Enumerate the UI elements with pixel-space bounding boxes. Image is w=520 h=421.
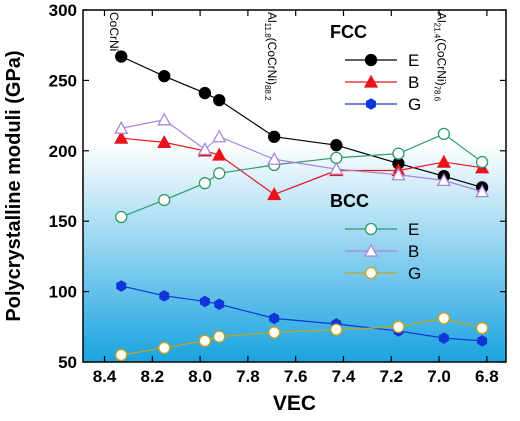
legend-marker bbox=[364, 266, 378, 280]
marker bbox=[437, 127, 451, 141]
x-axis-label: VEC bbox=[273, 392, 316, 415]
marker bbox=[267, 151, 282, 165]
marker bbox=[115, 50, 128, 63]
marker bbox=[329, 161, 344, 175]
marker bbox=[114, 130, 129, 144]
marker bbox=[436, 154, 451, 168]
legend-label: E bbox=[408, 51, 419, 70]
marker bbox=[213, 93, 226, 107]
legend-heading: FCC bbox=[330, 22, 367, 42]
legend-heading: BCC bbox=[330, 191, 369, 211]
marker bbox=[198, 334, 212, 348]
x-tick-label: 8.4 bbox=[93, 367, 117, 386]
x-tick-label: 7.4 bbox=[332, 367, 356, 386]
marker bbox=[212, 129, 227, 143]
marker bbox=[475, 155, 489, 169]
legend-marker bbox=[366, 98, 376, 110]
x-tick-label: 7.0 bbox=[427, 367, 451, 386]
y-tick-label: 200 bbox=[49, 142, 77, 161]
marker bbox=[268, 326, 281, 339]
annotation-part: Al bbox=[434, 12, 448, 23]
annotation-part: CoCrNi bbox=[107, 12, 121, 51]
marker bbox=[392, 147, 405, 160]
marker bbox=[198, 86, 212, 100]
legend-marker bbox=[363, 243, 379, 257]
marker bbox=[268, 130, 281, 143]
y-tick-label: 300 bbox=[49, 1, 77, 20]
y-axis-label: Polycrystalline moduli (GPa) bbox=[3, 50, 25, 321]
legend-marker bbox=[363, 74, 379, 88]
marker bbox=[475, 322, 489, 335]
x-tick-label: 7.2 bbox=[379, 367, 403, 386]
legend-label: G bbox=[408, 264, 421, 283]
marker bbox=[158, 341, 171, 355]
y-tick-label: 150 bbox=[49, 212, 77, 231]
annotation: Al21.4(CoCrNi)78.6 bbox=[432, 12, 448, 102]
marker bbox=[158, 193, 171, 207]
legend-label: B bbox=[408, 242, 419, 261]
marker bbox=[475, 184, 490, 198]
annotation-part: 21.4 bbox=[432, 23, 441, 39]
annotation-part: 11.8 bbox=[263, 23, 272, 39]
annotation-part: 88.2 bbox=[263, 85, 272, 101]
marker bbox=[199, 295, 210, 308]
annotation: Al11.8(CoCrNi)88.2 bbox=[263, 12, 279, 101]
marker bbox=[116, 280, 127, 292]
marker bbox=[477, 335, 488, 347]
x-tick-label: 6.8 bbox=[475, 367, 499, 386]
x-tick-label: 7.6 bbox=[284, 367, 308, 386]
marker bbox=[436, 173, 451, 187]
plot-frame bbox=[82, 9, 507, 363]
x-tick-label: 8.2 bbox=[140, 367, 164, 386]
marker bbox=[392, 320, 405, 333]
marker bbox=[267, 187, 282, 201]
marker bbox=[159, 290, 170, 302]
legend-label: G bbox=[408, 95, 421, 114]
y-tick-label: 50 bbox=[58, 353, 77, 372]
marker bbox=[391, 167, 406, 181]
marker bbox=[213, 330, 226, 343]
marker bbox=[114, 120, 129, 134]
legend-marker bbox=[364, 53, 378, 67]
marker bbox=[115, 348, 128, 362]
marker bbox=[157, 112, 172, 126]
marker bbox=[269, 312, 280, 325]
marker bbox=[330, 323, 343, 336]
legend-marker bbox=[364, 222, 378, 236]
marker bbox=[115, 210, 128, 224]
marker bbox=[197, 142, 212, 156]
annotation-part: (CoCrNi) bbox=[265, 38, 279, 85]
y-tick-label: 100 bbox=[49, 283, 77, 302]
marker bbox=[157, 134, 172, 149]
x-tick-label: 7.8 bbox=[236, 367, 260, 386]
marker bbox=[330, 151, 343, 164]
marker bbox=[437, 312, 451, 325]
marker bbox=[198, 177, 212, 190]
marker bbox=[213, 167, 226, 180]
marker bbox=[212, 147, 227, 161]
marker bbox=[214, 298, 225, 311]
annotation-part: (CoCrNi) bbox=[434, 38, 448, 85]
marker bbox=[330, 139, 343, 152]
annotation-part: 78.6 bbox=[432, 86, 441, 102]
annotation: CoCrNi bbox=[107, 12, 121, 51]
y-tick-label: 250 bbox=[49, 71, 77, 90]
legend-label: E bbox=[408, 220, 419, 239]
annotation-part: Al bbox=[265, 12, 279, 23]
legend-label: B bbox=[408, 73, 419, 92]
x-tick-label: 8.0 bbox=[188, 367, 212, 386]
marker bbox=[438, 332, 449, 344]
marker bbox=[158, 70, 171, 83]
